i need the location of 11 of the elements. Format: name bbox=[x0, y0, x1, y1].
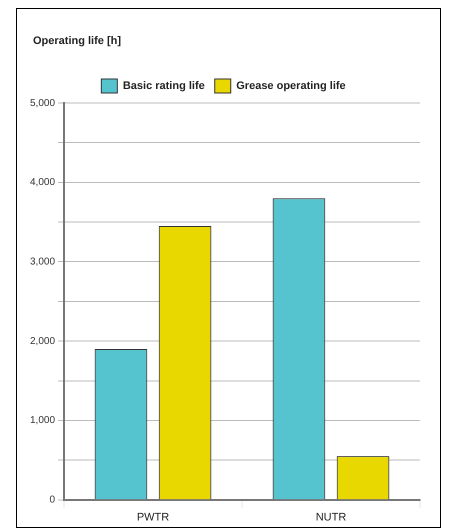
y-tick-label: 4,000 bbox=[30, 177, 56, 188]
legend-label: Grease operating life bbox=[236, 80, 346, 92]
legend-label: Basic rating life bbox=[122, 80, 205, 92]
y-tick-label: 0 bbox=[49, 494, 56, 506]
y-tick-label: 1,000 bbox=[30, 415, 56, 426]
y-axis-title: Operating life [h] bbox=[33, 35, 121, 47]
y-tick-label: 3,000 bbox=[30, 256, 56, 268]
y-tick-label: 2,000 bbox=[30, 336, 56, 347]
y-tick-label: 5,000 bbox=[30, 98, 56, 109]
x-tick-label: PWTR bbox=[136, 511, 170, 524]
x-tick-label: NUTR bbox=[316, 511, 346, 524]
